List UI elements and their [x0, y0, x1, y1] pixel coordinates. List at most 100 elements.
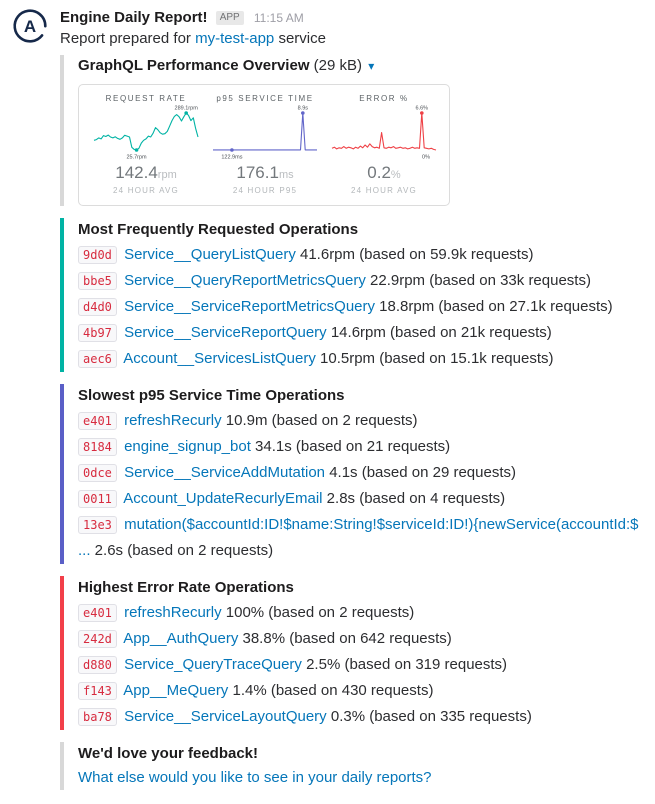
operation-link[interactable]: Service__ServiceLayoutQuery: [124, 708, 327, 725]
intro-line: Report prepared for my-test-app service: [60, 28, 645, 50]
section-title: Most Frequently Requested Operations: [78, 221, 359, 238]
operation-row: 9d0d Service__QueryListQuery 41.6rpm (ba…: [78, 242, 645, 268]
svg-text:289.1rpm: 289.1rpm: [175, 106, 199, 112]
operation-stats: 2.5% (based on 319 requests): [301, 656, 508, 673]
operation-row: d4d0 Service__ServiceReportMetricsQuery …: [78, 294, 645, 320]
report-size: (29 kB): [313, 57, 363, 74]
operation-link[interactable]: engine_signup_bot: [124, 438, 251, 455]
operations-section: Highest Error Rate Operations e401 refres…: [60, 576, 645, 730]
operation-id-badge: 0011: [78, 490, 117, 508]
operation-link[interactable]: App__AuthQuery: [123, 630, 239, 647]
stat-caption: 24 HOUR AVG: [113, 186, 179, 195]
operation-id-badge: e401: [78, 604, 117, 622]
feedback-link[interactable]: What else would you like to see in your …: [78, 769, 432, 786]
operation-link[interactable]: Account__ServicesListQuery: [123, 350, 316, 367]
operation-stats: 34.1s (based on 21 requests): [250, 438, 451, 455]
operation-row: aec6 Account__ServicesListQuery 10.5rpm …: [78, 346, 645, 372]
operation-link[interactable]: Account_UpdateRecurlyEmail: [123, 490, 323, 507]
operation-stats: 2.8s (based on 4 requests): [322, 490, 506, 507]
operation-link[interactable]: refreshRecurly: [124, 412, 222, 429]
operation-stats: 18.8rpm (based on 27.1k requests): [375, 298, 613, 315]
chart-column: REQUEST RATE 289.1rpm 25.7rpm 142.4rpm 24 HO…: [90, 94, 202, 195]
section-title: Highest Error Rate Operations: [78, 579, 294, 596]
sparkline: 8.9s 122.9ms: [213, 106, 317, 161]
chart-title: REQUEST RATE: [105, 94, 187, 103]
stat-unit: rpm: [157, 169, 177, 181]
stat-value: 176.1: [236, 163, 279, 182]
operation-link[interactable]: Service_QueryTraceQuery: [124, 656, 302, 673]
operation-id-badge: 8184: [78, 438, 117, 456]
operation-row: d880 Service_QueryTraceQuery 2.5% (based…: [78, 652, 645, 678]
stat-caption: 24 HOUR AVG: [351, 186, 417, 195]
operation-row: 0dce Service__ServiceAddMutation 4.1s (b…: [78, 460, 645, 486]
operation-row: bbe5 Service__QueryReportMetricsQuery 22…: [78, 268, 645, 294]
report-title-row: GraphQL Performance Overview (29 kB) ▾: [78, 55, 645, 77]
operation-stats: 2.6s (based on 2 requests): [90, 542, 274, 559]
caret-down-icon[interactable]: ▾: [368, 59, 375, 73]
feedback-title: We'd love your feedback!: [78, 745, 259, 762]
operation-id-badge: 9d0d: [78, 246, 117, 264]
svg-text:0%: 0%: [422, 155, 430, 161]
operation-id-badge: e401: [78, 412, 117, 430]
operation-row: f143 App__MeQuery 1.4% (based on 430 req…: [78, 678, 645, 704]
operation-id-badge: f143: [78, 682, 117, 700]
avatar[interactable]: A: [12, 8, 48, 44]
operation-id-badge: 13e3: [78, 516, 117, 534]
operation-link[interactable]: Service__ServiceReportQuery: [124, 324, 327, 341]
operation-id-badge: 0dce: [78, 464, 117, 482]
operation-link[interactable]: Service__QueryListQuery: [124, 246, 296, 263]
sparkline: 6.6% 0%: [331, 106, 437, 161]
report-attachment: GraphQL Performance Overview (29 kB) ▾ R…: [60, 55, 645, 206]
chart-stat: 142.4rpm: [90, 163, 202, 183]
svg-text:8.9s: 8.9s: [298, 106, 309, 112]
operation-id-badge: 4b97: [78, 324, 117, 342]
performance-chart-image[interactable]: REQUEST RATE 289.1rpm 25.7rpm 142.4rpm 24 HO…: [78, 84, 450, 206]
sender-name[interactable]: Engine Daily Report!: [60, 9, 208, 26]
operation-stats: 100% (based on 2 requests): [221, 604, 415, 621]
operation-row: 4b97 Service__ServiceReportQuery 14.6rpm…: [78, 320, 645, 346]
intro-prefix: Report prepared for: [60, 30, 196, 47]
app-badge: APP: [215, 11, 244, 25]
operation-link[interactable]: mutation($accountId:ID!$name:String!$ser…: [78, 516, 639, 559]
sparkline: 289.1rpm 25.7rpm: [93, 106, 199, 161]
operation-stats: 10.5rpm (based on 15.1k requests): [315, 350, 554, 367]
chart-column: p95 SERVICE TIME 8.9s 122.9ms 176.1ms 24 HOU…: [209, 94, 321, 195]
stat-caption: 24 HOUR P95: [232, 186, 298, 195]
operation-link[interactable]: Service__ServiceReportMetricsQuery: [124, 298, 375, 315]
operation-row: 0011 Account_UpdateRecurlyEmail 2.8s (ba…: [78, 486, 645, 512]
operation-link[interactable]: Service__QueryReportMetricsQuery: [124, 272, 366, 289]
operation-row: e401 refreshRecurly 10.9m (based on 2 re…: [78, 408, 645, 434]
operation-row: 13e3 mutation($accountId:ID!$name:String…: [78, 512, 645, 564]
operation-stats: 10.9m (based on 2 requests): [221, 412, 418, 429]
service-link[interactable]: my-test-app: [195, 30, 275, 47]
operation-row: e401 refreshRecurly 100% (based on 2 req…: [78, 600, 645, 626]
operations-section: Slowest p95 Service Time Operations e401 …: [60, 384, 645, 564]
operation-link[interactable]: Service__ServiceAddMutation: [124, 464, 326, 481]
chart-title: ERROR %: [359, 94, 409, 103]
operation-stats: 22.9rpm (based on 33k requests): [365, 272, 591, 289]
operation-stats: 14.6rpm (based on 21k requests): [326, 324, 552, 341]
svg-text:25.7rpm: 25.7rpm: [126, 155, 147, 161]
svg-text:122.9ms: 122.9ms: [221, 155, 242, 161]
operation-stats: 0.3% (based on 335 requests): [326, 708, 532, 725]
chart-title: p95 SERVICE TIME: [216, 94, 314, 103]
stat-value: 142.4: [115, 163, 158, 182]
feedback-attachment: We'd love your feedback! What else would…: [60, 742, 645, 790]
operation-link[interactable]: App__MeQuery: [123, 682, 229, 699]
operation-stats: 1.4% (based on 430 requests): [228, 682, 434, 699]
operation-stats: 41.6rpm (based on 59.9k requests): [295, 246, 534, 263]
chart-stat: 176.1ms: [209, 163, 321, 183]
stat-unit: %: [390, 169, 401, 181]
svg-text:6.6%: 6.6%: [416, 106, 429, 112]
operation-row: 8184 engine_signup_bot 34.1s (based on 2…: [78, 434, 645, 460]
operation-link[interactable]: refreshRecurly: [124, 604, 222, 621]
report-title[interactable]: GraphQL Performance Overview: [78, 57, 310, 74]
operation-id-badge: d4d0: [78, 298, 117, 316]
section-title: Slowest p95 Service Time Operations: [78, 387, 345, 404]
stat-unit: ms: [278, 169, 294, 181]
operation-id-badge: d880: [78, 656, 117, 674]
message-header: Engine Daily Report! APP 11:15 AM: [60, 8, 645, 28]
timestamp[interactable]: 11:15 AM: [253, 11, 304, 25]
operation-stats: 38.8% (based on 642 requests): [238, 630, 452, 647]
